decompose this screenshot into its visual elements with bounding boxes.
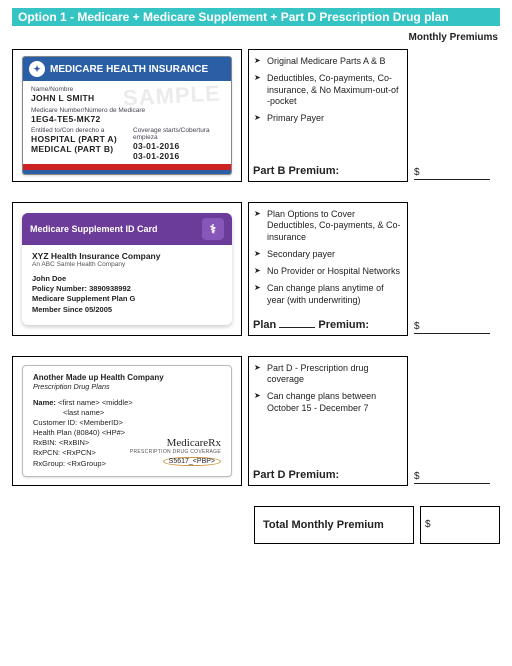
medicare-number: 1EG4-TE5-MK72 bbox=[31, 114, 223, 124]
dollar-sign: $ bbox=[425, 519, 431, 530]
medicare-card: ✦ MEDICARE HEALTH INSURANCE SAMPLE Name/… bbox=[22, 56, 232, 175]
hospital-part-a: HOSPITAL (PART A) bbox=[31, 134, 121, 144]
entitled-label: Entitled to/Con derecho a bbox=[31, 127, 121, 134]
amount-line bbox=[414, 332, 490, 334]
dollar-sign: $ bbox=[414, 321, 420, 332]
plan-label-post: Premium: bbox=[318, 319, 369, 331]
dollar-sign: $ bbox=[414, 167, 420, 178]
part-d-card: Another Made up Health Company Prescript… bbox=[22, 365, 232, 477]
sample-watermark: SAMPLE bbox=[123, 80, 222, 111]
row-medicare: ✦ MEDICARE HEALTH INSURANCE SAMPLE Name/… bbox=[12, 49, 500, 182]
medicarerx-logo: MedicareRx PRESCRIPTION DRUG COVERAGE S5… bbox=[130, 437, 221, 466]
pbp-circle: S5617_<PBP> bbox=[163, 457, 221, 466]
bullet: Part D - Prescription drug coverage bbox=[253, 363, 403, 386]
medicarerx-text: MedicareRx bbox=[130, 437, 221, 449]
part-d-premium-label: Part D Premium: bbox=[253, 466, 403, 481]
part-d-sub: Prescription Drug Plans bbox=[33, 382, 221, 391]
supplement-header: Medicare Supplement ID Card ⚕ bbox=[22, 213, 232, 245]
amount-line bbox=[414, 482, 490, 484]
amount-line bbox=[414, 178, 490, 180]
medical-part-b: MEDICAL (PART B) bbox=[31, 144, 121, 154]
plan-premium-label: Plan Premium: bbox=[253, 316, 403, 331]
part-d-name-label: Name: bbox=[33, 398, 56, 407]
part-b-premium-amount: $ bbox=[414, 49, 494, 182]
medicare-bullets: Original Medicare Parts A & B Deductible… bbox=[248, 49, 408, 182]
hhs-logo-icon: ✦ bbox=[29, 61, 45, 77]
bullet: Deductibles, Co-payments, Co-insurance, … bbox=[253, 73, 403, 107]
part-d-cust: Customer ID: <MemberID> bbox=[33, 418, 221, 428]
supplement-member: Member Since 05/2005 bbox=[32, 305, 222, 315]
coverage-label: Coverage starts/Cobertura empieza bbox=[133, 127, 223, 141]
plan-premium-amount: $ bbox=[414, 202, 494, 336]
part-b-premium-label: Part B Premium: bbox=[253, 162, 403, 177]
supplement-name: John Doe bbox=[32, 274, 222, 284]
plan-blank bbox=[279, 327, 315, 328]
supplement-card-box: Medicare Supplement ID Card ⚕ XYZ Health… bbox=[12, 202, 242, 336]
supplement-title: Medicare Supplement ID Card bbox=[30, 224, 158, 234]
row-supplement: Medicare Supplement ID Card ⚕ XYZ Health… bbox=[12, 202, 500, 336]
bullet: Primary Payer bbox=[253, 113, 403, 124]
bullet: Can change plans anytime of year (with u… bbox=[253, 283, 403, 306]
part-d-premium-amount: $ bbox=[414, 356, 494, 486]
part-d-bullets: Part D - Prescription drug coverage Can … bbox=[248, 356, 408, 486]
supplement-company: XYZ Health Insurance Company bbox=[32, 251, 222, 261]
medical-date: 03-01-2016 bbox=[133, 151, 223, 161]
part-d-name: <first name> <middle> bbox=[58, 398, 133, 407]
bullet: Plan Options to Cover Deductibles, Co-pa… bbox=[253, 209, 403, 243]
hospital-date: 03-01-2016 bbox=[133, 141, 223, 151]
bullet: Secondary payer bbox=[253, 249, 403, 260]
supplement-sub: An ABC Samle Health Company bbox=[32, 261, 222, 268]
monthly-premiums-header: Monthly Premiums bbox=[12, 32, 500, 43]
part-d-company: Another Made up Health Company bbox=[33, 373, 221, 382]
medicare-card-header: ✦ MEDICARE HEALTH INSURANCE bbox=[23, 57, 231, 81]
dollar-sign: $ bbox=[414, 471, 420, 482]
total-monthly-premium-label: Total Monthly Premium bbox=[254, 506, 414, 544]
supplement-policy: Policy Number: 3890938992 bbox=[32, 284, 222, 294]
total-row: Total Monthly Premium $ bbox=[12, 506, 500, 544]
bullet: Original Medicare Parts A & B bbox=[253, 56, 403, 67]
medicare-card-title: MEDICARE HEALTH INSURANCE bbox=[50, 64, 208, 75]
part-d-lastname: <last name> bbox=[33, 408, 221, 418]
supplement-bullets: Plan Options to Cover Deductibles, Co-pa… bbox=[248, 202, 408, 336]
bullet: No Provider or Hospital Networks bbox=[253, 266, 403, 277]
row-part-d: Another Made up Health Company Prescript… bbox=[12, 356, 500, 486]
page-title: Option 1 - Medicare + Medicare Supplemen… bbox=[12, 8, 500, 26]
medicarerx-tiny: PRESCRIPTION DRUG COVERAGE bbox=[130, 449, 221, 455]
part-d-card-box: Another Made up Health Company Prescript… bbox=[12, 356, 242, 486]
bullet: Can change plans between October 15 - De… bbox=[253, 391, 403, 414]
total-monthly-premium-amount: $ bbox=[420, 506, 500, 544]
supplement-card: Medicare Supplement ID Card ⚕ XYZ Health… bbox=[22, 213, 232, 325]
caduceus-icon: ⚕ bbox=[202, 218, 224, 240]
plan-label-pre: Plan bbox=[253, 319, 276, 331]
medicare-blue-stripe bbox=[23, 170, 231, 174]
medicare-card-box: ✦ MEDICARE HEALTH INSURANCE SAMPLE Name/… bbox=[12, 49, 242, 182]
supplement-plan: Medicare Supplement Plan G bbox=[32, 294, 222, 304]
